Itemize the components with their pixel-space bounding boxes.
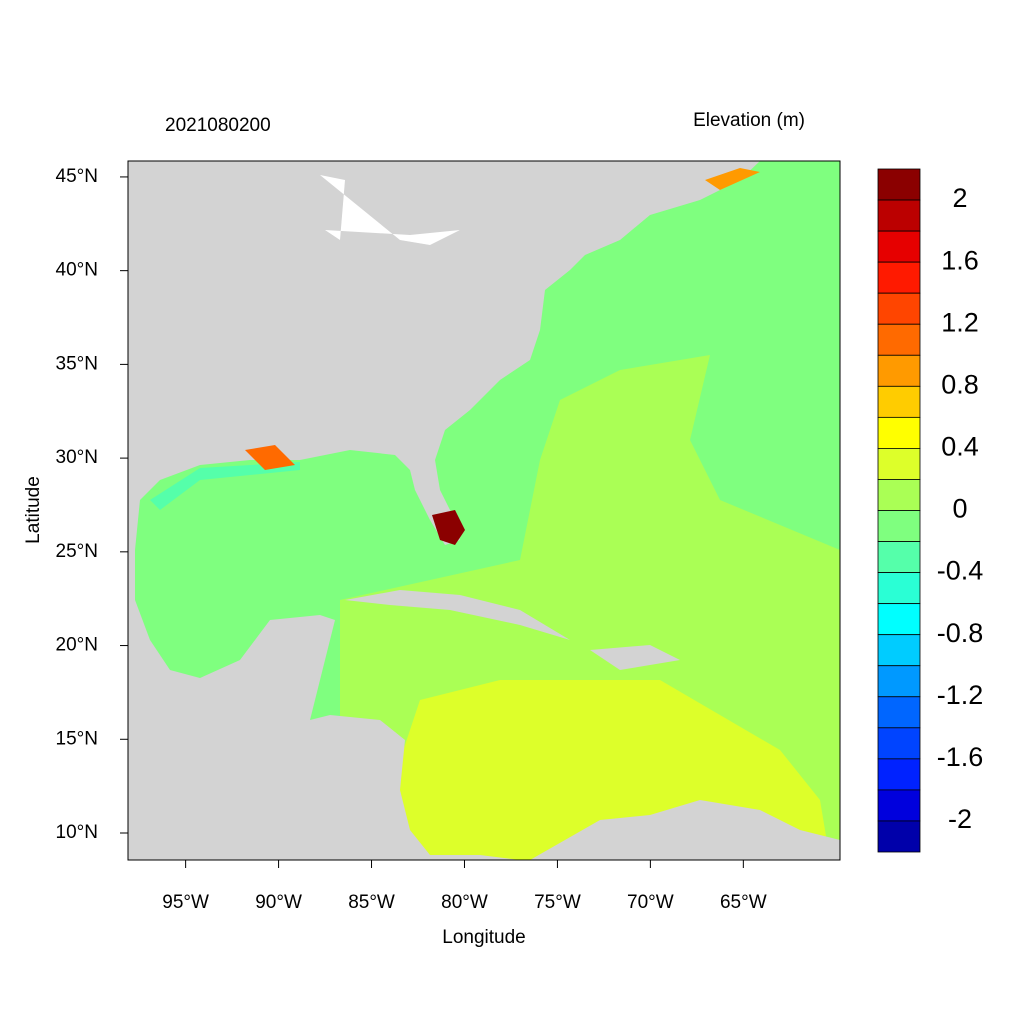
colorbar-label: -1.2 <box>937 680 984 710</box>
colorbar-box <box>877 541 921 573</box>
colorbar-box <box>877 758 921 791</box>
colorbar-box <box>877 789 921 822</box>
map-area <box>128 161 840 860</box>
colorbar-box <box>877 416 921 449</box>
colorbar-box <box>877 479 921 511</box>
x-axis-label: Longitude <box>442 927 525 948</box>
colorbar-label: 0.4 <box>941 432 979 462</box>
x-tick-label: 75°W <box>534 892 581 913</box>
colorbar-box <box>877 448 921 480</box>
colorbar-label: 1.6 <box>941 245 979 275</box>
colorbar-box <box>877 510 921 542</box>
y-tick-label: 20°N <box>56 635 98 656</box>
south-america <box>530 800 840 860</box>
colorbar-label: 2 <box>952 183 967 213</box>
colorbar-label: -2 <box>948 804 972 834</box>
colorbar-box <box>877 665 921 698</box>
colorbar-label: 0.8 <box>941 369 979 399</box>
colorbar-box <box>877 230 921 263</box>
x-tick-label: 85°W <box>348 892 395 913</box>
colorbar-label: -0.4 <box>937 556 984 586</box>
colorbar-box <box>877 572 921 605</box>
colorbar-box <box>877 696 921 729</box>
y-tick-label: 15°N <box>56 728 98 749</box>
colorbar-label: -1.6 <box>937 742 984 772</box>
y-tick-label: 45°N <box>56 166 98 187</box>
colorbar-label: -0.8 <box>937 618 984 648</box>
colorbar-box <box>877 168 921 201</box>
colorbar-box <box>877 292 921 325</box>
title-left: 2021080200 <box>165 115 271 136</box>
y-tick-label: 30°N <box>56 447 98 468</box>
colorbar-box <box>877 603 921 636</box>
title-right: Elevation (m) <box>693 110 805 131</box>
x-tick-label: 80°W <box>441 892 488 913</box>
hispaniola <box>590 645 680 670</box>
x-tick-label: 65°W <box>720 892 767 913</box>
colorbar-box <box>877 385 921 418</box>
colorbar-box <box>877 323 921 356</box>
colorbar-box <box>877 634 921 667</box>
plot-frame <box>127 160 841 861</box>
colorbar-label: 1.2 <box>941 307 979 337</box>
colorbar-label: 0 <box>952 494 967 524</box>
colorbar-box <box>877 261 921 294</box>
colorbar-box <box>877 354 921 387</box>
colorbar-box <box>877 199 921 232</box>
land <box>128 161 760 860</box>
gulf-coast-band <box>150 462 300 510</box>
y-axis-label: Latitude <box>23 476 44 544</box>
cuba <box>345 590 570 640</box>
florida-surge <box>432 510 465 545</box>
y-tick-label: 25°N <box>56 541 98 562</box>
x-tick-label: 70°W <box>627 892 674 913</box>
y-tick-label: 40°N <box>56 260 98 281</box>
maine-surge <box>705 168 760 190</box>
great-lakes <box>320 175 500 245</box>
x-tick-label: 90°W <box>255 892 302 913</box>
louisiana-surge <box>245 445 295 470</box>
y-tick-label: 35°N <box>56 353 98 374</box>
colorbar-box <box>877 727 921 760</box>
y-tick-label: 10°N <box>56 822 98 843</box>
colorbar-box <box>877 820 921 853</box>
x-tick-label: 95°W <box>162 892 209 913</box>
